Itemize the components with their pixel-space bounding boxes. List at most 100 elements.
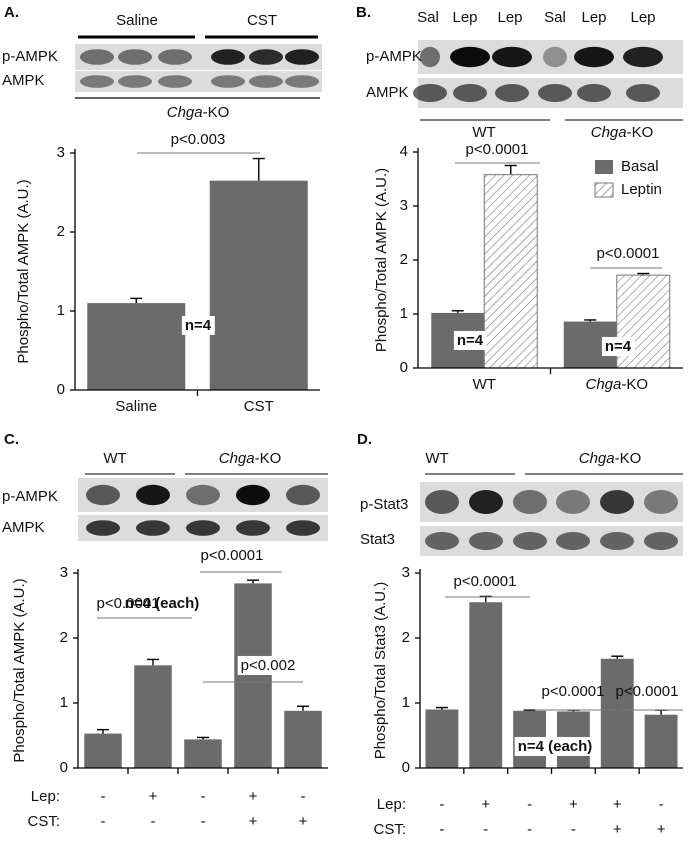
y-axis-label: Phospho/Total AMPK (A.U.) [373, 168, 390, 352]
blot-group-label: WT [425, 450, 448, 467]
blot-band [118, 49, 152, 65]
blot-row-label: AMPK [2, 72, 45, 89]
blot-row-label: AMPK [2, 519, 45, 536]
bar [209, 180, 308, 390]
y-axis-label: Phospho/Total AMPK (A.U.) [11, 578, 28, 762]
y-tick-label: 2 [400, 251, 408, 268]
blot-band [285, 49, 319, 65]
blot-band [450, 46, 490, 68]
bar [184, 739, 222, 768]
condition-value: - [483, 821, 488, 838]
condition-value: + [149, 788, 158, 805]
blot-band [556, 490, 590, 514]
blot-band [577, 84, 611, 102]
condition-label: CST: [27, 813, 60, 830]
condition-value: - [201, 788, 206, 805]
condition-value: + [613, 821, 622, 838]
x-tick-label: CST [244, 398, 274, 415]
annotation: p<0.0001 [201, 547, 264, 564]
blot-lane-label: Lep [581, 9, 606, 26]
condition-value: - [659, 796, 664, 813]
condition-value: - [201, 813, 206, 830]
annotation: p<0.0001 [466, 141, 529, 158]
blot-band [186, 484, 220, 506]
y-tick-label: 1 [402, 694, 410, 711]
condition-value: + [657, 821, 666, 838]
blot-band [492, 46, 532, 68]
condition-label: Lep: [377, 796, 406, 813]
y-tick-label: 3 [57, 144, 65, 161]
blot-lane-label: Sal [544, 9, 566, 26]
condition-value: - [571, 821, 576, 838]
condition-value: + [613, 796, 622, 813]
y-tick-label: 4 [400, 143, 408, 160]
y-tick-label: 2 [60, 629, 68, 646]
legend-label: Basal [621, 158, 659, 175]
blot-row-label: p-Stat3 [360, 496, 408, 513]
bar [425, 709, 459, 768]
y-tick-label: 1 [60, 694, 68, 711]
blot-group-label: WT [472, 124, 495, 141]
blot-lane-label: Lep [497, 9, 522, 26]
legend-label: Leptin [621, 181, 662, 198]
blot-band [425, 490, 459, 514]
y-tick-label: 3 [60, 564, 68, 581]
bar [284, 710, 322, 768]
bar [234, 583, 272, 768]
annotation: n=4 (each) [125, 595, 200, 612]
blot-group-label: CST [247, 12, 277, 29]
label-box [237, 655, 299, 675]
condition-value: + [299, 813, 308, 830]
condition-value: - [527, 821, 532, 838]
x-tick-label: Saline [115, 398, 157, 415]
bar [483, 174, 538, 369]
condition-value: + [249, 788, 258, 805]
blot-row-label: p-AMPK [2, 488, 58, 505]
annotation: p<0.0001 [97, 595, 160, 612]
blot-band [495, 84, 529, 102]
blot-row-label: p-AMPK [2, 48, 58, 65]
y-tick-label: 0 [402, 759, 410, 776]
blot-band [453, 84, 487, 102]
condition-label: Lep: [31, 788, 60, 805]
annotation: n=4 [185, 317, 212, 334]
panel-label: A. [4, 4, 19, 21]
blot-band [556, 532, 590, 550]
blot-group-label: Chga-KO [591, 124, 654, 141]
blot-band [158, 75, 192, 88]
condition-value: - [151, 813, 156, 830]
blot-band [420, 46, 440, 68]
blot-band [236, 520, 270, 536]
bar [134, 665, 172, 768]
annotation: p<0.0001 [616, 683, 679, 700]
blot-lane-label: Lep [452, 9, 477, 26]
blot-band [644, 490, 678, 514]
blot-band [644, 532, 678, 550]
blot-row-label: Stat3 [360, 531, 395, 548]
panel-label: C. [4, 431, 19, 448]
condition-value: + [569, 796, 578, 813]
blot-band [285, 75, 319, 88]
blot-band [543, 46, 567, 68]
blot-group-label: Chga-KO [219, 450, 282, 467]
annotation: n=4 [457, 332, 484, 349]
panel-label: B. [356, 4, 371, 21]
blot-band [469, 532, 503, 550]
annotation: p<0.0001 [454, 573, 517, 590]
condition-value: - [439, 821, 444, 838]
blot-group-label: Saline [116, 12, 158, 29]
blot-band [249, 49, 283, 65]
blot-lane-label: Lep [630, 9, 655, 26]
y-axis-label: Phospho/Total AMPK (A.U.) [15, 179, 32, 363]
blot-band [86, 520, 120, 536]
x-tick-label: WT [473, 376, 496, 393]
label-box [514, 736, 596, 756]
y-tick-label: 3 [400, 197, 408, 214]
blot-band [513, 490, 547, 514]
blot-group-label: WT [103, 450, 126, 467]
blot-band [469, 490, 503, 514]
bar [87, 303, 186, 390]
bar [600, 658, 634, 768]
annotation: p<0.0001 [597, 245, 660, 262]
label-box [601, 336, 635, 356]
